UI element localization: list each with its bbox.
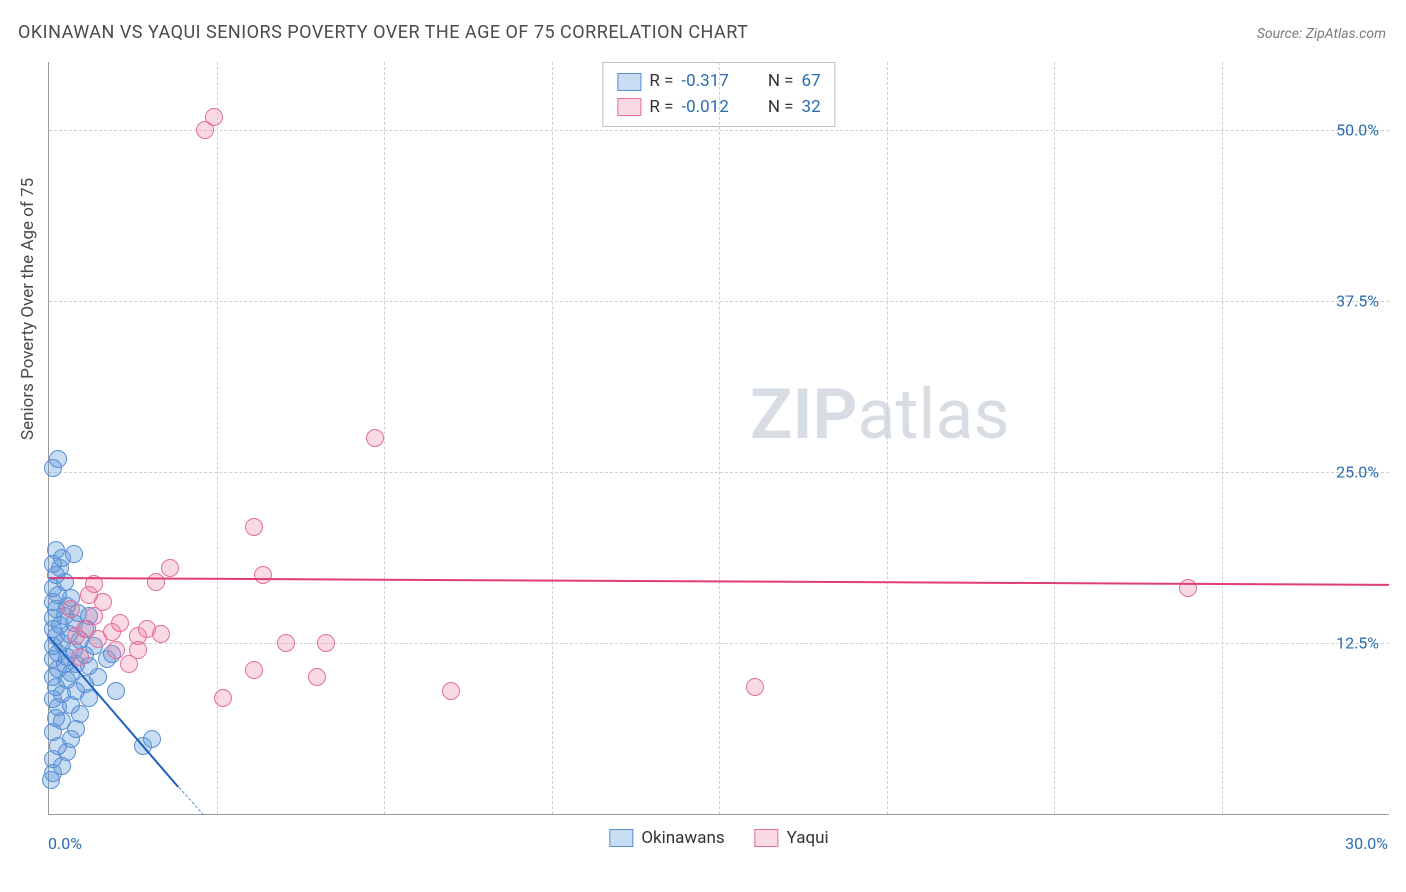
- gridline-vertical: [719, 62, 720, 814]
- watermark: ZIPatlas: [750, 374, 1010, 456]
- data-point: [245, 518, 263, 536]
- legend-label: Yaqui: [787, 828, 829, 848]
- y-tick-label: 25.0%: [1336, 463, 1379, 482]
- gridline-vertical: [552, 62, 553, 814]
- data-point: [62, 600, 80, 618]
- gridline-vertical: [384, 62, 385, 814]
- data-point: [442, 682, 460, 700]
- data-point: [746, 678, 764, 696]
- stats-r-value: -0.012: [681, 95, 751, 121]
- legend-swatch: [617, 73, 641, 91]
- data-point: [366, 429, 384, 447]
- data-point: [47, 541, 65, 559]
- y-tick-label: 37.5%: [1336, 292, 1379, 311]
- legend-swatch: [617, 98, 641, 116]
- stats-n-value: 32: [802, 95, 821, 121]
- y-tick-label: 12.5%: [1336, 634, 1379, 653]
- stats-n-label: N =: [759, 95, 793, 121]
- gridline-vertical: [1054, 62, 1055, 814]
- y-tick-label: 50.0%: [1336, 121, 1379, 140]
- data-point: [49, 450, 67, 468]
- watermark-atlas: atlas: [857, 374, 1009, 456]
- stats-r-value: -0.317: [681, 69, 751, 95]
- stats-r-label: R =: [649, 95, 673, 121]
- data-point: [214, 689, 232, 707]
- plot-area: ZIPatlas R = -0.317 N = 67 R = -0.012 N =…: [48, 62, 1389, 815]
- trend-line-dashed: [178, 787, 203, 815]
- data-point: [147, 573, 165, 591]
- legend-swatch: [755, 829, 779, 847]
- legend-item: Okinawans: [609, 828, 724, 848]
- data-point: [277, 634, 295, 652]
- x-axis-start-label: 0.0%: [48, 834, 82, 853]
- source-label: Source: ZipAtlas.com: [1257, 26, 1386, 42]
- stats-n-value: 67: [802, 69, 821, 95]
- data-point: [107, 682, 125, 700]
- data-point: [317, 634, 335, 652]
- y-axis-label: Seniors Poverty Over the Age of 75: [18, 178, 38, 440]
- series-legend: Okinawans Yaqui: [609, 828, 828, 848]
- data-point: [143, 730, 161, 748]
- stats-n-label: N =: [759, 69, 793, 95]
- stats-r-label: R =: [649, 69, 673, 95]
- watermark-zip: ZIP: [750, 374, 857, 456]
- x-axis-end-label: 30.0%: [1345, 834, 1388, 853]
- data-point: [129, 641, 147, 659]
- data-point: [71, 648, 89, 666]
- data-point: [161, 559, 179, 577]
- data-point: [152, 625, 170, 643]
- legend-item: Yaqui: [755, 828, 829, 848]
- data-point: [245, 661, 263, 679]
- data-point: [111, 614, 129, 632]
- data-point: [205, 108, 223, 126]
- data-point: [308, 668, 326, 686]
- chart-title: OKINAWAN VS YAQUI SENIORS POVERTY OVER T…: [18, 22, 748, 43]
- legend-swatch: [609, 829, 633, 847]
- data-point: [65, 545, 83, 563]
- data-point: [254, 566, 272, 584]
- gridline-vertical: [887, 62, 888, 814]
- legend-label: Okinawans: [641, 828, 724, 848]
- chart-container: OKINAWAN VS YAQUI SENIORS POVERTY OVER T…: [0, 0, 1406, 892]
- gridline-vertical: [1222, 62, 1223, 814]
